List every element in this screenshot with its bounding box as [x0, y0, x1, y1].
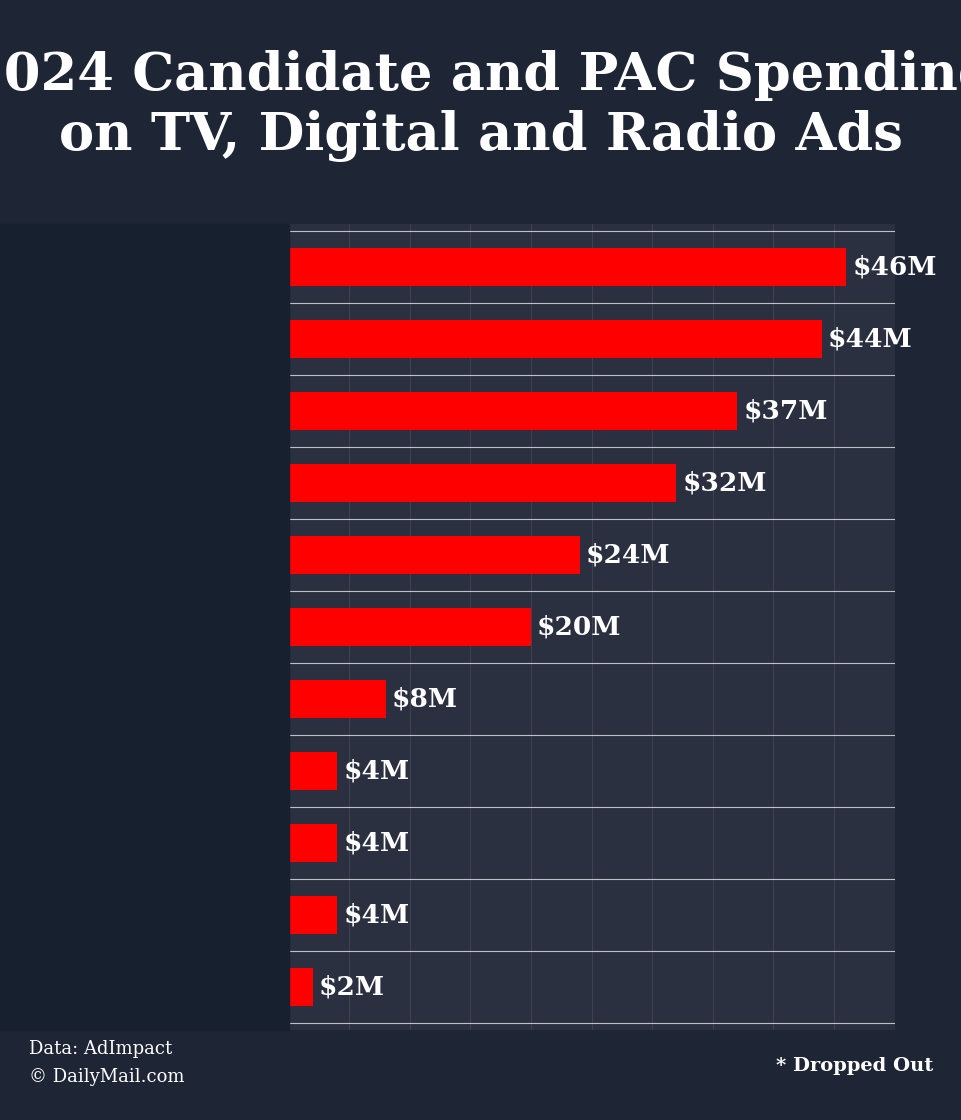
Bar — [288, 536, 579, 573]
Bar — [288, 896, 336, 934]
Text: $4M: $4M — [343, 831, 409, 856]
Bar — [288, 969, 312, 1006]
Text: $46M: $46M — [851, 254, 936, 280]
Text: * Dropped Out: * Dropped Out — [776, 1057, 932, 1075]
Text: $8M: $8M — [391, 687, 457, 711]
Text: $24M: $24M — [585, 543, 670, 568]
Bar — [288, 465, 676, 502]
Text: Data: AdImpact: Data: AdImpact — [29, 1040, 172, 1058]
Text: © DailyMail.com: © DailyMail.com — [29, 1068, 185, 1086]
Bar — [288, 753, 336, 790]
Bar — [288, 681, 385, 718]
Bar — [288, 320, 821, 358]
Bar — [288, 824, 336, 862]
Text: $4M: $4M — [343, 758, 409, 784]
Text: $37M: $37M — [743, 399, 826, 423]
Text: $32M: $32M — [682, 470, 766, 496]
Text: 2024 Candidate and PAC Spending
on TV, Digital and Radio Ads: 2024 Candidate and PAC Spending on TV, D… — [0, 50, 961, 162]
Bar — [288, 608, 530, 646]
Text: $20M: $20M — [536, 615, 621, 640]
Text: $44M: $44M — [827, 327, 912, 352]
Text: $2M: $2M — [318, 974, 384, 1000]
Bar — [288, 392, 736, 430]
Bar — [288, 249, 846, 286]
Text: $4M: $4M — [343, 903, 409, 927]
